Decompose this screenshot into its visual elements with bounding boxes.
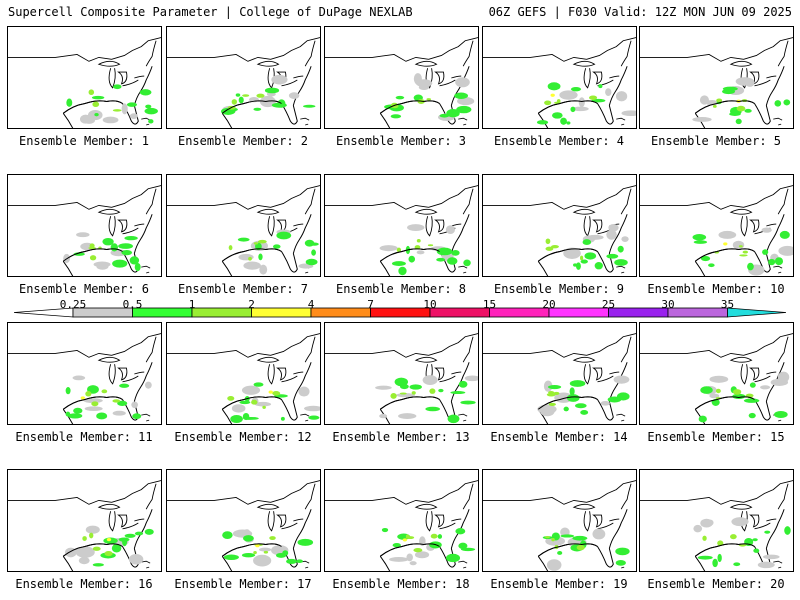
ensemble-member-label: Ensemble Member: 5 — [650, 134, 782, 148]
colorbar-tick-label: 20 — [542, 298, 556, 311]
colorbar-tick-label: 1 — [188, 298, 196, 311]
ensemble-member-map — [166, 322, 321, 425]
ensemble-member-label: Ensemble Member: 14 — [490, 430, 628, 444]
ensemble-member-map — [324, 469, 479, 572]
colorbar-arrow-high — [727, 307, 786, 318]
colorbar-tick-label: 35 — [720, 298, 735, 311]
colorbar-tick-label: 15 — [482, 298, 497, 311]
ensemble-member-label: Ensemble Member: 7 — [177, 282, 309, 296]
colorbar-segment — [191, 307, 252, 318]
colorbar-segment — [548, 307, 609, 318]
colorbar-segment — [608, 307, 669, 318]
ensemble-member-map — [324, 26, 479, 129]
ensemble-member-map — [7, 174, 162, 277]
colorbar-tick-label: 30 — [661, 298, 675, 311]
colorbar-tick-label: 7 — [367, 298, 374, 311]
ensemble-member-map — [482, 322, 637, 425]
run-valid-time: 06Z GEFS | F030 Valid: 12Z MON JUN 09 20… — [488, 5, 792, 19]
ensemble-member-label: Ensemble Member: 6 — [18, 282, 150, 296]
colorbar-tick-label: 2 — [248, 298, 255, 311]
colorbar-segment — [251, 307, 312, 318]
ensemble-member-map — [482, 174, 637, 277]
colorbar-segment — [489, 307, 550, 318]
colorbar-segment — [310, 307, 371, 318]
ensemble-member-label: Ensemble Member: 8 — [335, 282, 467, 296]
ensemble-member-map — [482, 26, 637, 129]
ensemble-member-map — [324, 174, 479, 277]
ensemble-member-label: Ensemble Member: 15 — [647, 430, 785, 444]
ensemble-member-label: Ensemble Member: 18 — [332, 577, 470, 591]
colorbar-tick-label: 0.5 — [122, 298, 143, 311]
colorbar-tick-label: 4 — [307, 298, 315, 311]
colorbar-segment — [429, 307, 490, 318]
ensemble-member-map — [166, 26, 321, 129]
ensemble-member-label: Ensemble Member: 20 — [647, 577, 785, 591]
colorbar-tick-label: 0.25 — [59, 298, 87, 311]
ensemble-member-label: Ensemble Member: 19 — [490, 577, 628, 591]
ensemble-member-map — [7, 26, 162, 129]
ensemble-member-map — [7, 322, 162, 425]
colorbar-legend — [14, 307, 786, 318]
ensemble-member-label: Ensemble Member: 12 — [174, 430, 312, 444]
ensemble-member-label: Ensemble Member: 10 — [647, 282, 785, 296]
map-title: Supercell Composite Parameter | College … — [8, 5, 413, 19]
ensemble-member-label: Ensemble Member: 17 — [174, 577, 312, 591]
ensemble-member-map — [639, 26, 794, 129]
ensemble-member-map — [7, 469, 162, 572]
ensemble-member-label: Ensemble Member: 16 — [15, 577, 153, 591]
ensemble-member-map — [482, 469, 637, 572]
ensemble-member-label: Ensemble Member: 1 — [18, 134, 150, 148]
ensemble-member-map — [639, 174, 794, 277]
ensemble-member-label: Ensemble Member: 4 — [493, 134, 625, 148]
ensemble-member-label: Ensemble Member: 11 — [15, 430, 153, 444]
ensemble-member-label: Ensemble Member: 9 — [493, 282, 625, 296]
ensemble-member-map — [166, 174, 321, 277]
ensemble-member-label: Ensemble Member: 3 — [335, 134, 467, 148]
colorbar-tick-label: 25 — [601, 298, 616, 311]
ensemble-member-label: Ensemble Member: 13 — [332, 430, 470, 444]
ensemble-member-map — [639, 322, 794, 425]
ensemble-member-map — [324, 322, 479, 425]
colorbar-segment — [370, 307, 431, 318]
colorbar-tick-label: 10 — [423, 298, 437, 311]
ensemble-member-map — [166, 469, 321, 572]
colorbar-segment — [667, 307, 728, 318]
ensemble-member-label: Ensemble Member: 2 — [177, 134, 309, 148]
ensemble-member-map — [639, 469, 794, 572]
